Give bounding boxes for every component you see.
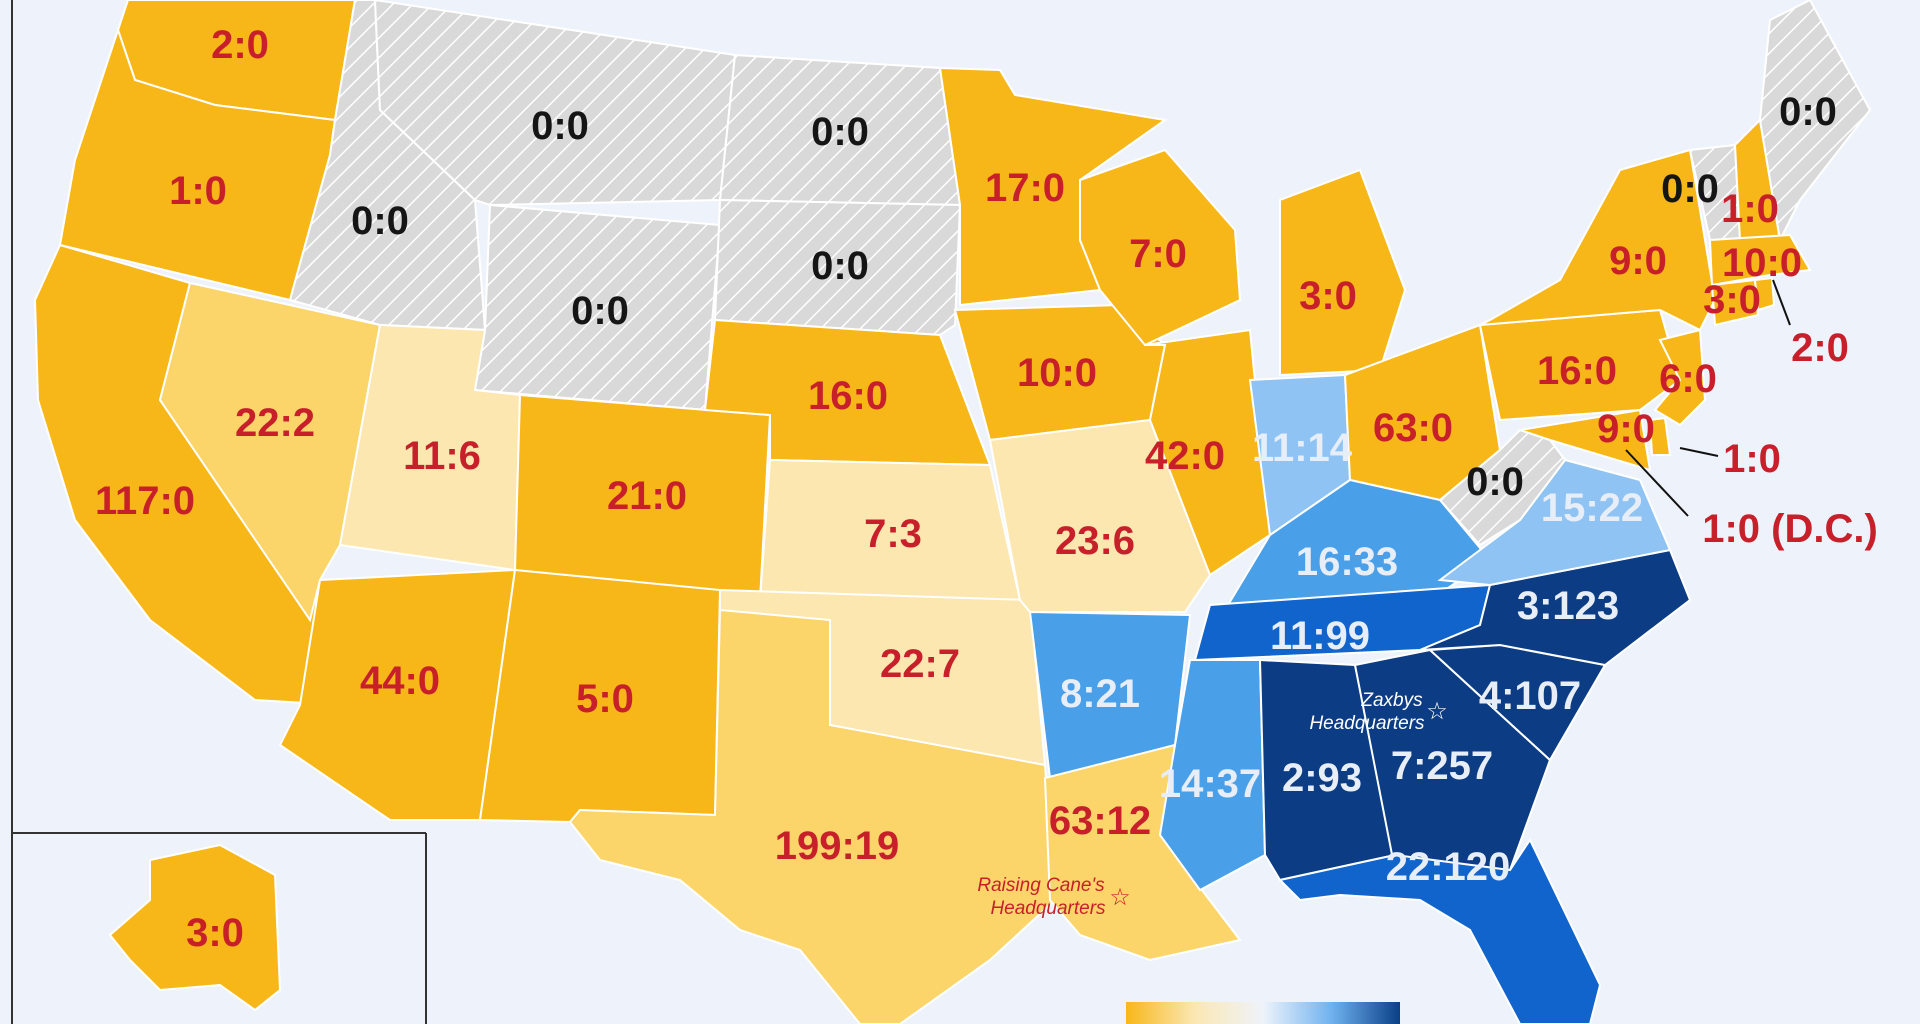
label-oh: 63:0 — [1373, 406, 1453, 450]
hq-zaxbys-line1: Zaxbys — [1360, 690, 1423, 711]
leader-line-de — [1679, 447, 1719, 457]
label-ne: 16:0 — [808, 374, 888, 418]
hq-zaxbys-line2: Headquarters — [1309, 713, 1425, 734]
state-ga[interactable] — [1353, 648, 1552, 871]
state-ri[interactable] — [1753, 276, 1776, 312]
label-nv: 22:2 — [235, 401, 315, 445]
star-icon: ☆ — [1426, 697, 1448, 725]
state-fl[interactable] — [1277, 837, 1602, 1024]
label-pa: 16:0 — [1537, 349, 1617, 393]
label-id: 0:0 — [351, 199, 409, 243]
label-ks: 7:3 — [864, 512, 922, 556]
label-al: 2:93 — [1282, 756, 1362, 800]
label-wy: 0:0 — [571, 289, 629, 333]
label-sc: 4:107 — [1479, 674, 1581, 718]
label-va: 15:22 — [1541, 486, 1643, 530]
label-nh: 1:0 — [1721, 187, 1779, 231]
hq-canes-line1: Raising Cane's — [977, 875, 1105, 896]
state-ma[interactable] — [1708, 233, 1812, 287]
state-ak[interactable] — [108, 843, 282, 1012]
label-ia: 10:0 — [1017, 351, 1097, 395]
label-mi: 3:0 — [1299, 274, 1357, 318]
state-il[interactable] — [1144, 328, 1272, 577]
state-tx[interactable] — [568, 608, 1057, 1024]
label-mt: 0:0 — [531, 104, 589, 148]
label-il: 42:0 — [1145, 434, 1225, 478]
state-ct[interactable] — [1710, 278, 1760, 327]
label-nc: 3:123 — [1517, 584, 1619, 628]
label-nm: 5:0 — [576, 677, 634, 721]
state-wv[interactable] — [1438, 428, 1567, 547]
label-ms: 14:37 — [1159, 762, 1261, 806]
label-nd: 0:0 — [811, 110, 869, 154]
state-sd[interactable] — [713, 198, 962, 337]
state-de[interactable] — [1648, 416, 1672, 456]
label-tn: 11:99 — [1270, 614, 1370, 658]
label-ga: 7:257 — [1391, 744, 1493, 788]
label-wi: 7:0 — [1129, 232, 1187, 276]
label-vt: 0:0 — [1661, 167, 1719, 211]
label-ut: 11:6 — [403, 434, 481, 478]
leader-line-dc — [1625, 449, 1689, 517]
label-me: 0:0 — [1779, 90, 1837, 134]
legend-color-bar — [1126, 1002, 1400, 1024]
label-tx: 199:19 — [775, 824, 900, 868]
label-or: 1:0 — [169, 169, 227, 213]
state-nc[interactable] — [1419, 548, 1692, 667]
hq-zaxbys: Zaxbys Headquarters ☆ — [1309, 690, 1447, 734]
label-ct: 3:0 — [1703, 278, 1761, 322]
label-az: 44:0 — [360, 659, 440, 703]
star-icon: ☆ — [1109, 883, 1131, 911]
label-co: 21:0 — [607, 474, 687, 518]
label-in: 11:14 — [1252, 426, 1353, 470]
label-ok: 22:7 — [880, 642, 960, 686]
state-md[interactable] — [1519, 408, 1652, 472]
hq-canes-line2: Headquarters — [990, 898, 1106, 919]
label-mn: 17:0 — [985, 166, 1065, 210]
label-de: 1:0 — [1723, 437, 1781, 481]
hq-canes: Raising Cane's Headquarters ☆ — [977, 875, 1130, 919]
label-fl: 22:120 — [1386, 845, 1511, 889]
label-nj: 6:0 — [1659, 357, 1717, 401]
label-ma: 10:0 — [1722, 241, 1802, 285]
state-wi[interactable] — [1079, 148, 1242, 347]
label-mo: 23:6 — [1055, 519, 1135, 563]
label-ca: 117:0 — [95, 479, 195, 523]
label-wa: 2:0 — [211, 23, 269, 67]
state-mi[interactable] — [1279, 168, 1407, 377]
state-nj[interactable] — [1653, 328, 1707, 427]
label-sd: 0:0 — [811, 244, 869, 288]
leader-line-ri — [1772, 279, 1791, 326]
label-md: 9:0 — [1597, 407, 1655, 451]
label-ar: 8:21 — [1060, 672, 1140, 716]
label-ny: 9:0 — [1609, 239, 1667, 283]
label-la: 63:12 — [1049, 799, 1151, 843]
label-ky: 16:33 — [1296, 540, 1398, 584]
label-dc: 1:0 (D.C.) — [1702, 507, 1878, 551]
label-ak: 3:0 — [186, 911, 244, 955]
label-wv: 0:0 — [1466, 460, 1524, 504]
label-ri: 2:0 — [1791, 326, 1849, 370]
